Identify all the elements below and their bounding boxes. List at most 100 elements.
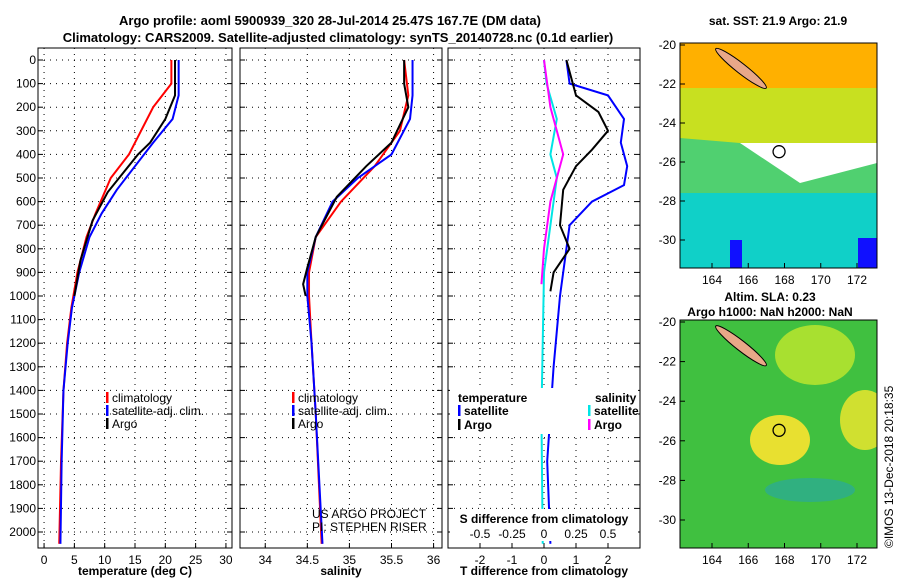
legend-label: satellite xyxy=(594,404,639,418)
y-tick-label: 900 xyxy=(16,265,36,279)
map-title: sat. SST: 21.9 Argo: 21.9 xyxy=(709,14,848,28)
lon-tick-label: 166 xyxy=(738,273,758,287)
x-tick-label: 1 xyxy=(573,553,580,567)
legend-swatch xyxy=(106,418,109,429)
legend-swatch xyxy=(458,405,461,416)
annotation: PI: STEPHEN RISER xyxy=(312,520,427,534)
legend-label: Argo xyxy=(594,418,622,432)
y-tick-label: 2000 xyxy=(9,525,36,539)
x-tick-label: -2 xyxy=(475,553,486,567)
legend-label: climatology xyxy=(112,391,172,405)
argo-position-marker xyxy=(772,145,786,159)
y-tick-label: 1600 xyxy=(9,431,36,445)
lat-tick-label: -28 xyxy=(659,473,677,487)
sla-high xyxy=(840,390,877,450)
y-tick-label: 1700 xyxy=(9,454,36,468)
y-tick-label: 700 xyxy=(16,218,36,232)
x-tick-label: 15 xyxy=(128,553,142,567)
legend-label: satellite-adj. clim. xyxy=(298,404,390,418)
island-new-caledonia xyxy=(715,47,767,89)
lon-tick-label: 168 xyxy=(774,273,794,287)
s-tick-label: -0.5 xyxy=(470,527,491,541)
legend-swatch xyxy=(106,405,109,416)
lat-tick-label: -22 xyxy=(659,355,677,369)
legend-swatch xyxy=(292,392,295,403)
x-tick-label: 25 xyxy=(189,553,203,567)
credit: ©IMOS 13-Dec-2018 20:18:35 xyxy=(882,385,896,548)
x-tick-label: 34 xyxy=(259,553,273,567)
x-tick-label: 36 xyxy=(427,553,441,567)
lat-tick-label: -24 xyxy=(659,116,677,130)
legend-background xyxy=(450,388,638,434)
series-line-t-satellite xyxy=(546,59,629,544)
lat-tick-label: -28 xyxy=(659,194,677,208)
lon-tick-label: 170 xyxy=(811,273,831,287)
lat-tick-label: -24 xyxy=(659,394,677,408)
legend-swatch xyxy=(292,405,295,416)
y-tick-label: 1400 xyxy=(9,383,36,397)
y-tick-label: 800 xyxy=(16,242,36,256)
lat-tick-label: -20 xyxy=(659,38,677,52)
lon-tick-label: 168 xyxy=(774,553,794,567)
land-mask xyxy=(858,238,877,268)
s-tick-label: -0.25 xyxy=(498,527,526,541)
y-tick-label: 300 xyxy=(16,124,36,138)
s-tick-label: 0.25 xyxy=(564,527,588,541)
x-axis-label: temperature (deg C) xyxy=(78,564,192,578)
y-tick-label: 400 xyxy=(16,147,36,161)
argo-position-marker xyxy=(772,423,786,437)
island-new-caledonia xyxy=(715,325,767,367)
legend-title: temperature xyxy=(458,391,528,405)
legend-swatch xyxy=(458,419,461,430)
x-tick-label: 30 xyxy=(219,553,233,567)
series-line-argo xyxy=(302,60,410,297)
x-tick-label: 5 xyxy=(71,553,78,567)
map-field xyxy=(680,43,877,268)
y-tick-label: 1000 xyxy=(9,289,36,303)
lon-tick-label: 164 xyxy=(702,553,722,567)
title-line-2: Climatology: CARS2009. Satellite-adjuste… xyxy=(63,30,614,45)
sla-low xyxy=(765,478,855,502)
map-1: 164 166 168 170 172 -20 -22 -24 -26 -28 -30 sat. SS… xyxy=(659,14,878,287)
legend-title: salinity xyxy=(595,391,637,405)
y-tick-label: 100 xyxy=(16,77,36,91)
lat-tick-label: -20 xyxy=(659,315,677,329)
map-frame xyxy=(679,42,878,269)
series-line-t-argo xyxy=(549,59,610,292)
lat-tick-label: -26 xyxy=(659,434,677,448)
s-axis-background xyxy=(450,509,638,541)
x-tick-label: 2 xyxy=(605,553,612,567)
map-title: Altim. SLA: 0.23 xyxy=(724,290,816,304)
y-tick-label: 1100 xyxy=(10,313,36,327)
lat-tick-label: -26 xyxy=(659,155,677,169)
legend-label: Argo xyxy=(298,417,324,431)
sst-mid xyxy=(680,88,877,143)
map-title: Argo h1000: NaN h2000: NaN xyxy=(687,305,852,319)
legend-swatch xyxy=(588,405,591,416)
y-tick-label: 600 xyxy=(16,195,36,209)
plot-frame-1 xyxy=(37,47,233,549)
s-tick-label: 0.5 xyxy=(600,527,617,541)
series-line-climatology xyxy=(58,60,173,544)
legend-swatch xyxy=(292,418,295,429)
y-tick-label: 1900 xyxy=(9,501,36,515)
y-tick-label: 1300 xyxy=(9,360,36,374)
series-line-climatology xyxy=(308,59,410,544)
x-tick-label: -1 xyxy=(507,553,518,567)
sla-high xyxy=(750,415,810,465)
y-tick-label: 0 xyxy=(29,53,36,67)
lat-tick-label: -30 xyxy=(659,513,677,527)
legend-label: Argo xyxy=(464,418,492,432)
x-tick-label: 35.5 xyxy=(380,553,404,567)
legend-swatch xyxy=(588,419,591,430)
x-tick-label: 0 xyxy=(41,553,48,567)
lat-tick-label: -30 xyxy=(659,233,677,247)
x-tick-label: 20 xyxy=(159,553,173,567)
y-tick-label: 500 xyxy=(16,171,36,185)
x-tick-label: 10 xyxy=(98,553,112,567)
title-line-1: Argo profile: aoml 5900939_320 28-Jul-20… xyxy=(119,13,541,28)
map-field xyxy=(680,320,877,548)
annotation: US ARGO PROJECT xyxy=(312,507,427,521)
series-line-argo xyxy=(73,60,177,297)
